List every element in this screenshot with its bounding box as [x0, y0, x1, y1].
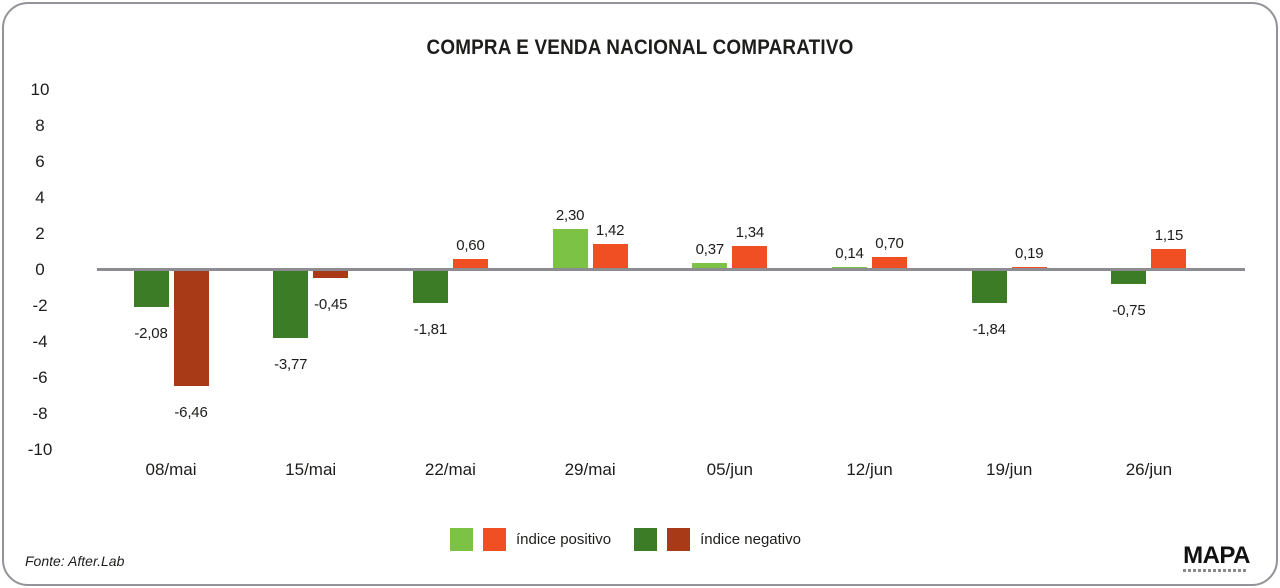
y-tick-label: -8 [32, 404, 48, 423]
legend-swatch [483, 528, 506, 551]
bar-value-label: 2,30 [555, 206, 585, 224]
y-tick-label: 10 [30, 80, 50, 99]
legend-swatch [667, 528, 691, 551]
x-tick-label: 19/jun [986, 460, 1033, 479]
y-tick-label: 4 [35, 188, 45, 207]
chart-title: COMPRA E VENDA NACIONAL COMPARATIVO [426, 36, 854, 59]
y-tick-label: -2 [32, 296, 48, 315]
bar-value-label: 0,37 [695, 241, 725, 259]
bar-value-label: -3,77 [274, 355, 308, 373]
x-tick-label: 05/jun [706, 460, 753, 479]
x-tick-label: 12/jun [846, 460, 893, 479]
bar-green-series [273, 270, 309, 338]
x-tick-label: 08/mai [145, 460, 197, 479]
bar-green-series [552, 228, 588, 270]
bar-orange-series [1151, 249, 1187, 270]
bar-value-label: -1,84 [972, 321, 1006, 339]
legend-label: índice negativo [700, 531, 801, 548]
bar-value-label: 0,14 [835, 245, 864, 263]
bar-green-series [692, 263, 728, 270]
bar-value-label: 1,42 [595, 222, 625, 240]
y-tick-label: 6 [35, 152, 45, 171]
x-tick-label: 29/mai [564, 460, 616, 479]
bar-value-label: 0,70 [875, 235, 904, 253]
bar-orange-series [173, 270, 209, 387]
mapa-logo-tagline [1183, 569, 1248, 572]
bar-orange-series [452, 259, 488, 270]
mapa-logo-text: MAPA [1183, 542, 1250, 569]
bar-value-label: -0,75 [1112, 301, 1146, 319]
y-tick-label: -4 [32, 332, 48, 351]
bar-orange-series [313, 270, 349, 279]
legend-swatch [634, 528, 658, 551]
x-tick-label: 22/mai [424, 460, 476, 479]
y-tick-label: 8 [35, 116, 45, 135]
x-tick-label: 15/mai [285, 460, 337, 479]
bar-green-series [971, 270, 1007, 304]
bar-value-label: -1,81 [413, 320, 447, 338]
y-tick-label: 2 [35, 224, 45, 243]
bar-orange-series [732, 245, 768, 270]
chart-legend: índice positivo índice negativo [450, 528, 824, 551]
legend-label: índice positivo [516, 531, 612, 548]
bar-value-label: 1,15 [1154, 227, 1184, 245]
bar-green-series [412, 270, 448, 303]
bar-value-label: -0,45 [314, 296, 348, 314]
mapa-logo: MAPA [1183, 544, 1250, 572]
x-tick-label: 26/jun [1125, 460, 1173, 479]
bar-orange-series [592, 244, 628, 270]
bar-value-label: 0,19 [1014, 244, 1044, 262]
y-tick-label: 0 [35, 260, 45, 279]
source-note: Fonte: After.Lab [25, 553, 125, 569]
y-tick-label: -6 [32, 368, 48, 387]
bar-value-label: 1,34 [735, 223, 765, 241]
zero-axis-line [97, 268, 1245, 271]
bar-value-label: -6,46 [174, 404, 208, 422]
bar-orange-series [872, 257, 907, 270]
bar-value-label: -2,08 [134, 325, 168, 343]
y-tick-label: -10 [27, 440, 53, 459]
legend-swatch [450, 528, 473, 551]
bar-value-label: 0,60 [456, 237, 485, 255]
bar-green-series [1111, 270, 1147, 284]
bar-green-series [133, 270, 169, 308]
